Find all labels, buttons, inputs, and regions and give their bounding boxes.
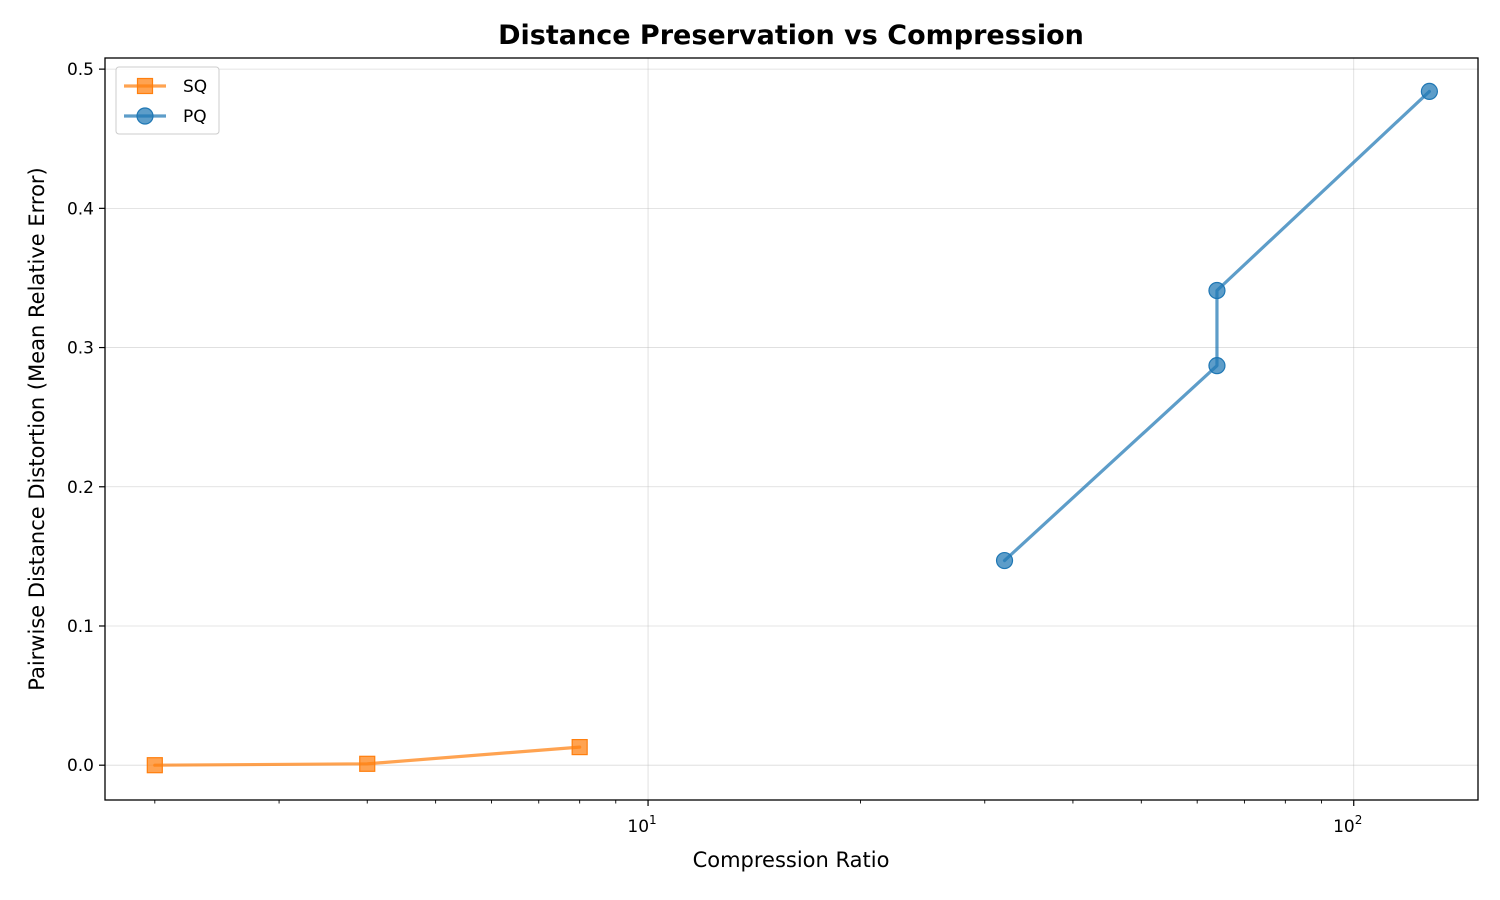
sq-point [571, 738, 588, 756]
pq-line [1002, 89, 1431, 563]
pq-point [1420, 82, 1438, 101]
x-axis-label: Compression Ratio [693, 848, 890, 872]
y-tick-label: 0.0 [67, 756, 94, 776]
legend-swatch-marker [136, 77, 154, 95]
y-tick-label: 0.5 [67, 60, 94, 80]
legend: SQ PQ [115, 66, 220, 135]
sq-point [359, 755, 376, 772]
y-tick-label: 0.2 [67, 478, 94, 498]
legend-item-sq: SQ [124, 77, 207, 97]
pq-point [1208, 357, 1226, 375]
pq-point [995, 551, 1014, 570]
legend-item-pq: PQ [124, 107, 207, 127]
pq-point [1208, 281, 1226, 300]
plot-frame [104, 57, 1479, 801]
axis-ticks: 0.0 0.1 0.2 0.3 0.4 0.5 101 102 [67, 60, 1362, 837]
x-tick-label: 101 [627, 813, 656, 837]
plot-series [146, 82, 1438, 774]
x-tick-label: 102 [1333, 813, 1362, 837]
y-tick-label: 0.3 [67, 339, 94, 359]
series-sq [146, 738, 588, 774]
y-axis-label: Pairwise Distance Distortion (Mean Relat… [25, 167, 49, 691]
chart-title: Distance Preservation vs Compression [498, 20, 1084, 51]
legend-swatch-marker [136, 107, 154, 125]
legend-label: PQ [183, 107, 207, 127]
y-tick-label: 0.1 [67, 617, 94, 637]
y-tick-label: 0.4 [67, 199, 94, 219]
legend-label: SQ [183, 77, 207, 97]
series-pq [995, 82, 1438, 570]
sq-point [146, 757, 163, 774]
